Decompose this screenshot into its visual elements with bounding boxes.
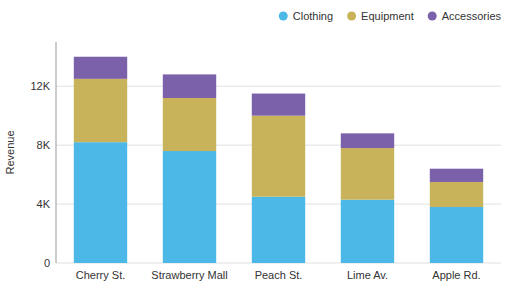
bars	[74, 57, 483, 263]
bar-segment	[74, 142, 127, 263]
bar-segment	[430, 207, 483, 263]
bar-segment	[341, 133, 394, 148]
y-tick-label: 12K	[30, 80, 50, 92]
legend-swatch	[279, 12, 288, 21]
x-tick-label: Cherry St.	[76, 269, 126, 281]
legend-label: Clothing	[293, 10, 333, 22]
legend-swatch	[347, 12, 356, 21]
y-tick-label: 4K	[37, 198, 51, 210]
legend-swatch	[428, 12, 437, 21]
bar-segment	[341, 200, 394, 263]
y-tick-label: 0	[44, 257, 50, 269]
bar-segment	[252, 94, 305, 116]
bar-segment	[430, 169, 483, 182]
legend-label: Accessories	[442, 10, 502, 22]
bar-segment	[163, 151, 216, 263]
x-tick-label: Peach St.	[255, 269, 303, 281]
x-tick-label: Strawberry Mall	[151, 269, 227, 281]
chart-svg: 0 4K 8K 12K Revenue Cherry St. Strawberry Mall…	[0, 0, 511, 293]
bar-segment	[341, 148, 394, 200]
bar-segment	[163, 98, 216, 151]
bar-segment	[252, 197, 305, 263]
y-axis-label: Revenue	[4, 130, 16, 174]
bar-segment	[252, 116, 305, 197]
x-tick-label: Lime Av.	[347, 269, 388, 281]
bar-segment	[74, 57, 127, 79]
y-tick-label: 8K	[37, 139, 51, 151]
legend-label: Equipment	[361, 10, 414, 22]
bar-segment	[163, 74, 216, 98]
x-tick-label: Apple Rd.	[432, 269, 480, 281]
chart-container: 0 4K 8K 12K Revenue Cherry St. Strawberry Mall…	[0, 0, 511, 293]
y-axis-line	[56, 42, 57, 263]
legend: Clothing Equipment Accessories	[279, 10, 502, 22]
bar-segment	[74, 79, 127, 142]
bar-segment	[430, 182, 483, 207]
